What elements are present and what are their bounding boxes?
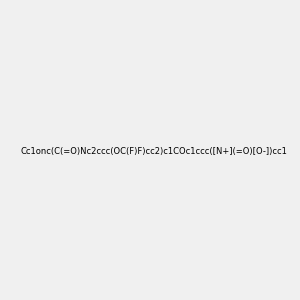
Text: Cc1onc(C(=O)Nc2ccc(OC(F)F)cc2)c1COc1ccc([N+](=O)[O-])cc1: Cc1onc(C(=O)Nc2ccc(OC(F)F)cc2)c1COc1ccc(… xyxy=(20,147,287,156)
